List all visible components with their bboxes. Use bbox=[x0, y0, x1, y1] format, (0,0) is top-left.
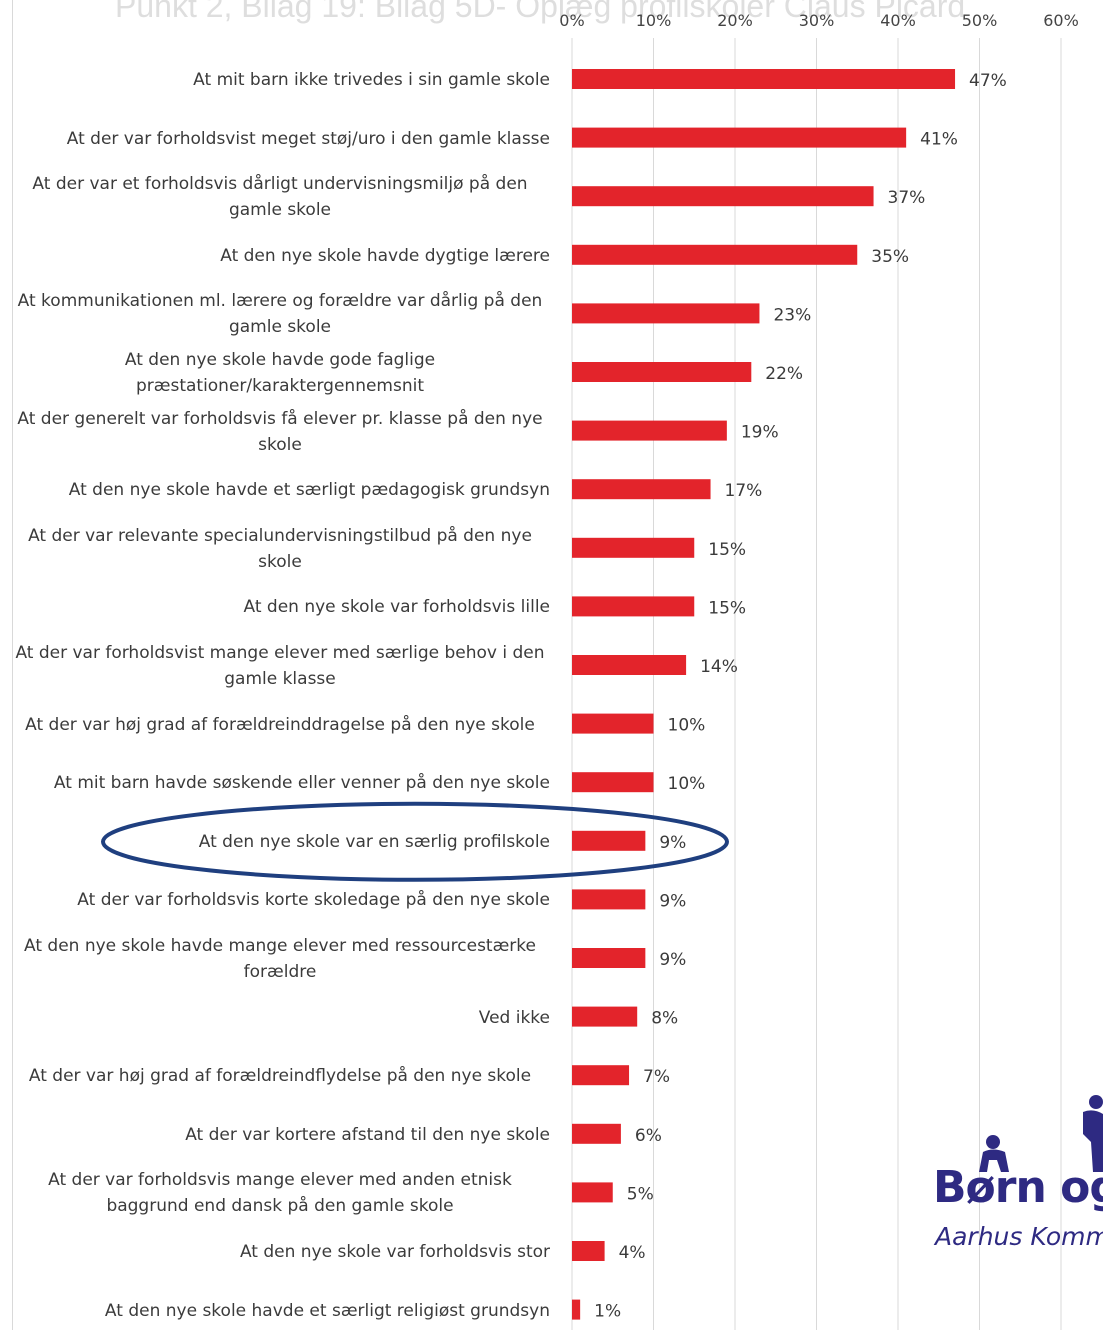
bar bbox=[572, 1241, 605, 1261]
value-label: 9% bbox=[659, 833, 686, 853]
value-label: 10% bbox=[668, 716, 706, 736]
value-label: 22% bbox=[765, 364, 803, 384]
document-title: Punkt 2, Bilag 19: Bilag 5D- Oplæg profi… bbox=[115, 0, 966, 24]
value-label: 17% bbox=[725, 481, 763, 501]
category-label: At den nye skole var forholdsvis lille bbox=[243, 597, 551, 618]
category-label: Ved ikke bbox=[478, 1007, 550, 1028]
value-label: 19% bbox=[741, 423, 779, 443]
value-label: 5% bbox=[627, 1184, 654, 1204]
bar bbox=[572, 830, 646, 851]
value-label: 9% bbox=[659, 950, 686, 970]
category-label: At den nye skole havde dygtige lærere bbox=[220, 245, 550, 266]
page-edge-rule bbox=[12, 0, 13, 1330]
bar bbox=[572, 655, 687, 675]
category-label: At den nye skole havde gode faglige præs… bbox=[124, 350, 436, 396]
bar bbox=[572, 69, 956, 89]
born-og-unge-logo: Børn og Aarhus Komm bbox=[933, 1092, 1103, 1262]
bar bbox=[572, 1182, 613, 1203]
bar bbox=[572, 303, 760, 324]
category-label: At der var relevante specialundervisning… bbox=[28, 525, 532, 572]
bar bbox=[572, 362, 752, 382]
logo-figures-icon bbox=[979, 1095, 1103, 1172]
value-label: 8% bbox=[651, 1009, 678, 1029]
value-label: 37% bbox=[888, 188, 926, 208]
category-label: At der var et forholdsvis dårligt underv… bbox=[32, 174, 528, 221]
bar bbox=[572, 127, 907, 148]
value-label: 6% bbox=[635, 1126, 662, 1146]
category-label: At der generelt var forholdsvis få eleve… bbox=[17, 408, 543, 455]
bar bbox=[572, 596, 695, 617]
category-label: At der var kortere afstand til den nye s… bbox=[185, 1124, 550, 1145]
bar bbox=[572, 186, 874, 207]
x-axis-ticks: 0% 10% 20% 30% 40% 50% 60% bbox=[559, 11, 1078, 30]
category-label: At der var forholdsvist meget støj/uro i… bbox=[66, 128, 550, 149]
bars-layer bbox=[572, 69, 956, 1320]
value-label: 14% bbox=[700, 657, 738, 677]
value-label: 47% bbox=[969, 71, 1007, 91]
x-tick-label: 20% bbox=[717, 11, 753, 30]
bar bbox=[572, 948, 646, 968]
category-label: At den nye skole var forholdsvis stor bbox=[239, 1242, 550, 1262]
value-labels-layer: 47% 41% 37% 35% 23% 22% 19% 17% 15% 15% 14% 10% 10% 9… bbox=[594, 71, 1007, 1322]
bar bbox=[572, 244, 858, 265]
logo-wordmark: Børn og bbox=[933, 1162, 1103, 1213]
x-tick-label: 0% bbox=[559, 11, 584, 30]
bar bbox=[572, 889, 646, 910]
bar bbox=[572, 1123, 621, 1144]
x-tick-label: 30% bbox=[799, 11, 835, 30]
logo-subtitle: Aarhus Komm bbox=[935, 1222, 1103, 1251]
category-label: At den nye skole havde et særligt pædago… bbox=[68, 480, 550, 501]
category-label: At den nye skole havde et særligt religi… bbox=[104, 1300, 550, 1321]
category-label: At den nye skole var en særlig profilsko… bbox=[198, 831, 550, 852]
value-label: 4% bbox=[619, 1243, 646, 1263]
category-label: At kommunikationen ml. lærere og forældr… bbox=[17, 291, 543, 338]
x-tick-label: 40% bbox=[880, 11, 916, 30]
category-label: At mit barn havde søskende eller venner … bbox=[53, 773, 550, 794]
value-label: 10% bbox=[668, 774, 706, 794]
value-label: 35% bbox=[871, 247, 909, 267]
value-label: 23% bbox=[773, 305, 811, 325]
x-tick-label: 50% bbox=[962, 11, 998, 30]
bar bbox=[572, 713, 654, 734]
value-label: 9% bbox=[659, 891, 686, 911]
bar bbox=[572, 479, 711, 500]
x-tick-label: 60% bbox=[1043, 11, 1079, 30]
bar bbox=[572, 1065, 630, 1086]
bar bbox=[572, 1006, 638, 1027]
value-label: 7% bbox=[643, 1067, 670, 1087]
category-label: At mit barn ikke trivedes i sin gamle sk… bbox=[193, 70, 550, 90]
value-label: 41% bbox=[920, 130, 958, 150]
category-label: At der var forholdsvist mange elever med… bbox=[15, 643, 545, 689]
category-label: At der var forholdsvis mange elever med … bbox=[48, 1170, 512, 1217]
bar bbox=[572, 1299, 581, 1320]
x-tick-label: 10% bbox=[636, 11, 672, 30]
category-label: At den nye skole havde mange elever med … bbox=[24, 936, 536, 982]
highlight-ellipse bbox=[101, 801, 729, 882]
value-label: 15% bbox=[708, 598, 746, 618]
bar bbox=[572, 537, 695, 558]
category-label: At der var forholdsvis korte skoledage p… bbox=[77, 890, 550, 911]
category-label: At der var høj grad af forældreinddragel… bbox=[25, 714, 535, 735]
bar bbox=[572, 420, 727, 441]
category-label: At der var høj grad af forældreindflydel… bbox=[28, 1066, 532, 1087]
value-label: 1% bbox=[594, 1302, 621, 1322]
bar bbox=[572, 772, 654, 793]
value-label: 15% bbox=[708, 540, 746, 560]
